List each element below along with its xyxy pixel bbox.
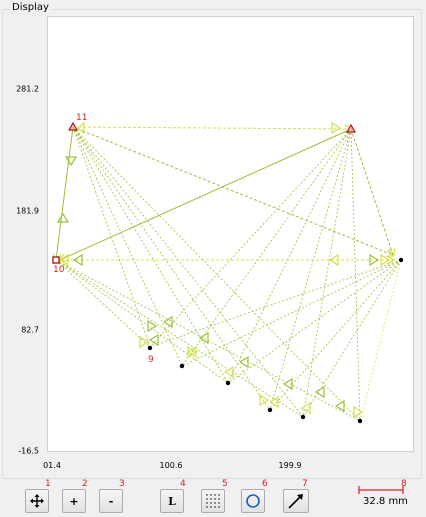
point-10[interactable] xyxy=(52,256,60,264)
point-top-right[interactable] xyxy=(345,123,357,133)
y-tick: 281.2 xyxy=(16,84,39,94)
x-tick: 100.6 xyxy=(159,461,183,470)
scale-label: 32.8 mm xyxy=(363,496,408,507)
y-tick: 181.9 xyxy=(16,206,39,216)
plot-canvas[interactable]: 11 10 9 xyxy=(47,16,414,452)
button-number: 6 xyxy=(262,479,268,489)
display-group-title: Display xyxy=(9,2,52,13)
move-arrows-icon xyxy=(30,494,44,508)
black-point xyxy=(300,414,306,420)
black-point xyxy=(357,418,363,424)
point-label-10: 10 xyxy=(53,265,65,275)
x-tick: 199.9 xyxy=(278,461,302,470)
black-points[interactable] xyxy=(147,257,404,424)
circle-icon xyxy=(246,494,260,508)
zoom-out-button[interactable]: - xyxy=(99,489,123,513)
grid-dots-icon xyxy=(206,494,220,508)
point-label-9: 9 xyxy=(148,355,154,365)
black-point xyxy=(147,345,153,351)
button-number: 2 xyxy=(82,479,88,489)
button-number: 3 xyxy=(119,479,125,489)
plot-lines xyxy=(56,127,402,422)
display-group xyxy=(2,9,422,479)
plot-graphic xyxy=(48,121,404,424)
arrow-markers xyxy=(56,121,391,419)
button-number: 8 xyxy=(401,479,407,489)
x-tick: 01.4 xyxy=(43,461,61,470)
button-number: 5 xyxy=(222,479,228,489)
circle-button[interactable] xyxy=(241,489,265,513)
grid-button[interactable] xyxy=(201,489,225,513)
pan-button[interactable] xyxy=(25,489,49,513)
y-tick: 82.7 xyxy=(21,325,39,335)
button-number: 1 xyxy=(45,479,51,489)
arrow-icon xyxy=(288,494,303,509)
scale-bar xyxy=(358,486,404,494)
zoom-in-button[interactable]: + xyxy=(62,489,86,513)
point-label-11: 11 xyxy=(76,113,88,123)
label-toggle-button[interactable]: L xyxy=(160,489,184,513)
black-point xyxy=(267,407,273,413)
button-number: 7 xyxy=(302,479,308,489)
button-number: 4 xyxy=(180,479,186,489)
black-point xyxy=(398,257,404,263)
y-tick: -16.5 xyxy=(18,446,39,456)
point-11[interactable] xyxy=(67,121,79,131)
black-point xyxy=(225,380,231,386)
black-point xyxy=(179,363,185,369)
arrow-button[interactable] xyxy=(283,489,309,513)
